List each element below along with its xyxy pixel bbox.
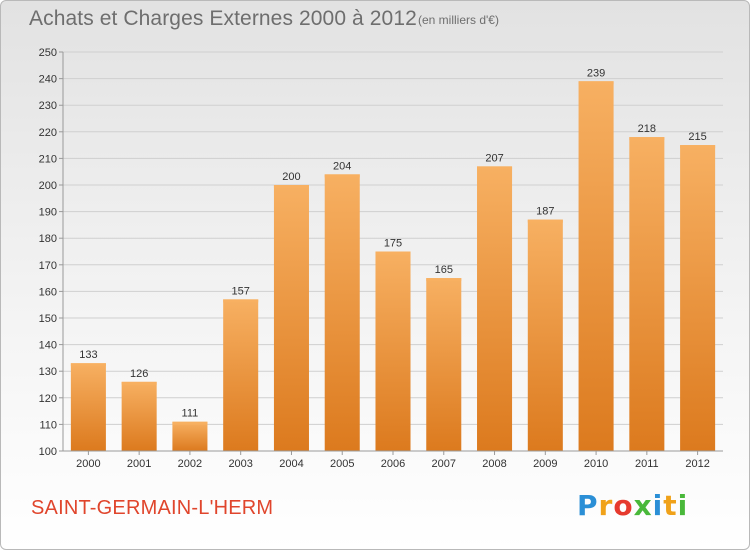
x-tick-label: 2012 (685, 458, 709, 470)
data-label: 165 (435, 264, 453, 276)
bars: 133 126 111 157 200 204 175 165 207 187 239 218 215 (70, 67, 716, 452)
x-tick-label: 2010 (584, 458, 608, 470)
x-tick-label: 2003 (228, 458, 252, 470)
bar (477, 166, 513, 451)
x-tick-label: 2001 (127, 458, 151, 470)
bar-top-highlight (223, 299, 259, 303)
y-tick-label: 220 (39, 127, 57, 139)
town-name: SAINT-GERMAIN-L'HERM (31, 497, 274, 519)
y-tick-label: 230 (39, 100, 57, 112)
bar-top-highlight (121, 381, 157, 385)
bar-top-highlight (477, 166, 513, 170)
bar (527, 219, 563, 451)
x-tick-label: 2008 (482, 458, 506, 470)
x-tick-label: 2011 (635, 458, 659, 470)
y-tick-label: 240 (39, 74, 57, 86)
x-axis-ticks: 2000 2001 2002 2003 2004 2005 2006 2007 2008 2009… (76, 451, 710, 470)
bar (324, 174, 360, 452)
y-tick-label: 120 (39, 393, 57, 405)
logo-letter: r (598, 489, 614, 522)
y-tick-label: 250 (39, 47, 57, 59)
bar (172, 421, 208, 451)
chart-subtitle: (en milliers d'€) (418, 13, 499, 27)
data-label: 157 (232, 285, 250, 297)
bar (629, 137, 665, 451)
x-tick-label: 2009 (533, 458, 557, 470)
chart-title: Achats et Charges Externes 2000 à 2012 (29, 7, 417, 30)
bar-top-highlight (527, 219, 563, 223)
y-axis-ticks: 100 110 120 130 140 150 160 170 180 190 200 210 220 2… (39, 47, 63, 458)
bar-top-highlight (324, 174, 360, 178)
bar-top-highlight (629, 137, 665, 141)
logo-letter: t (663, 489, 678, 522)
y-tick-label: 170 (39, 260, 57, 272)
bar (375, 251, 411, 451)
data-label: 126 (130, 368, 148, 380)
x-tick-label: 2000 (76, 458, 100, 470)
data-label: 111 (182, 408, 199, 420)
y-tick-label: 190 (39, 207, 57, 219)
bar-top-highlight (680, 145, 716, 149)
data-label: 215 (688, 131, 706, 143)
bar (223, 299, 259, 451)
bar (121, 381, 157, 451)
data-label: 218 (638, 123, 656, 135)
bar (70, 363, 106, 451)
y-tick-label: 150 (39, 313, 57, 325)
bar-top-highlight (172, 421, 208, 425)
y-tick-label: 200 (39, 180, 57, 192)
proxiti-logo[interactable]: Proxiti (577, 489, 688, 522)
y-tick-label: 180 (39, 233, 57, 245)
y-tick-label: 210 (39, 153, 57, 165)
x-tick-label: 2006 (381, 458, 405, 470)
y-tick-label: 130 (39, 366, 57, 378)
bar-top-highlight (578, 81, 614, 85)
logo-letter: P (577, 489, 599, 522)
x-tick-label: 2002 (178, 458, 202, 470)
data-label: 239 (587, 67, 605, 79)
bar-top-highlight (426, 278, 462, 282)
bar (426, 278, 462, 451)
bar (680, 145, 716, 451)
logo-letter: o (613, 489, 634, 522)
y-tick-label: 100 (39, 446, 57, 458)
y-tick-label: 160 (39, 286, 57, 298)
logo-letter: i (652, 489, 664, 522)
axes (62, 52, 723, 452)
bar (578, 81, 614, 451)
bar-top-highlight (70, 363, 106, 367)
bar-top-highlight (273, 185, 309, 188)
x-tick-label: 2007 (432, 458, 456, 470)
data-label: 204 (333, 160, 351, 172)
data-label: 133 (79, 349, 97, 361)
x-tick-label: 2005 (330, 458, 354, 470)
bar-top-highlight (375, 251, 411, 255)
data-label: 175 (384, 238, 402, 250)
y-tick-label: 140 (39, 340, 57, 352)
data-label: 187 (536, 206, 554, 218)
logo-letter: i (677, 489, 689, 522)
logo-letter: x (633, 489, 653, 522)
bar (273, 185, 309, 451)
data-label: 200 (282, 171, 300, 183)
data-label: 207 (485, 152, 503, 164)
x-tick-label: 2004 (279, 458, 303, 470)
y-tick-label: 110 (39, 419, 57, 431)
